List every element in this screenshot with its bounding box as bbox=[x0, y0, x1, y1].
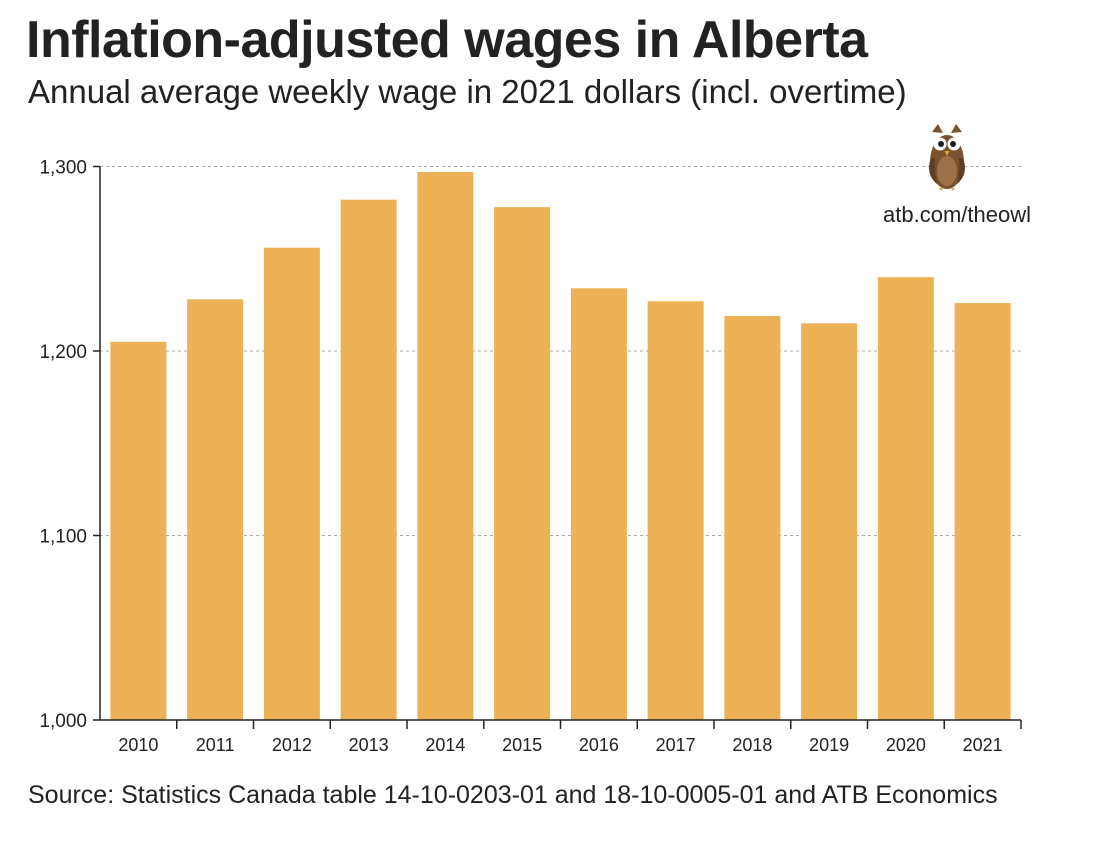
bar-2017 bbox=[647, 301, 704, 720]
y-tick-label: 1,300 bbox=[39, 158, 87, 179]
x-tick-label: 2012 bbox=[272, 735, 312, 755]
bar-2014 bbox=[417, 172, 474, 720]
bar-2018 bbox=[724, 315, 781, 720]
bar-2010 bbox=[110, 341, 167, 720]
x-tick-label: 2020 bbox=[886, 735, 926, 755]
bar-2013 bbox=[340, 199, 397, 720]
bar-2021 bbox=[954, 303, 1011, 720]
bar-2016 bbox=[570, 288, 627, 720]
x-tick-label: 2014 bbox=[425, 735, 465, 755]
x-tick-label: 2015 bbox=[502, 735, 542, 755]
tick-labels: 1,000 1,100 1,200 1,300 2010 2011 2012 2013 2014… bbox=[39, 158, 1002, 756]
x-tick-label: 2018 bbox=[732, 735, 772, 755]
bars bbox=[110, 172, 1011, 721]
x-tick-label: 2013 bbox=[349, 735, 389, 755]
bar-2011 bbox=[187, 299, 244, 720]
y-tick-label: 1,000 bbox=[39, 711, 87, 732]
x-tick-label: 2016 bbox=[579, 735, 619, 755]
bar-2015 bbox=[494, 207, 551, 721]
source-note: Source: Statistics Canada table 14-10-02… bbox=[28, 781, 998, 809]
x-tick-label: 2021 bbox=[963, 735, 1003, 755]
x-tick-label: 2010 bbox=[118, 735, 158, 755]
x-tick-label: 2017 bbox=[656, 735, 696, 755]
bar-2019 bbox=[801, 323, 858, 720]
y-tick-label: 1,100 bbox=[39, 527, 87, 548]
bar-2020 bbox=[877, 277, 934, 720]
chart-subtitle: Annual average weekly wage in 2021 dolla… bbox=[28, 73, 907, 110]
chart-title: Inflation-adjusted wages in Alberta bbox=[26, 11, 868, 69]
bar-chart: 1,000 1,100 1,200 1,300 2010 2011 2012 2013 2014… bbox=[39, 124, 1031, 756]
bar-2012 bbox=[263, 247, 320, 720]
axes bbox=[93, 165, 1022, 729]
owl-url-label: atb.com/theowl bbox=[883, 202, 1031, 227]
owl-icon bbox=[929, 124, 965, 191]
x-tick-label: 2011 bbox=[196, 735, 235, 755]
y-tick-label: 1,200 bbox=[39, 342, 87, 363]
x-tick-label: 2019 bbox=[809, 735, 849, 755]
